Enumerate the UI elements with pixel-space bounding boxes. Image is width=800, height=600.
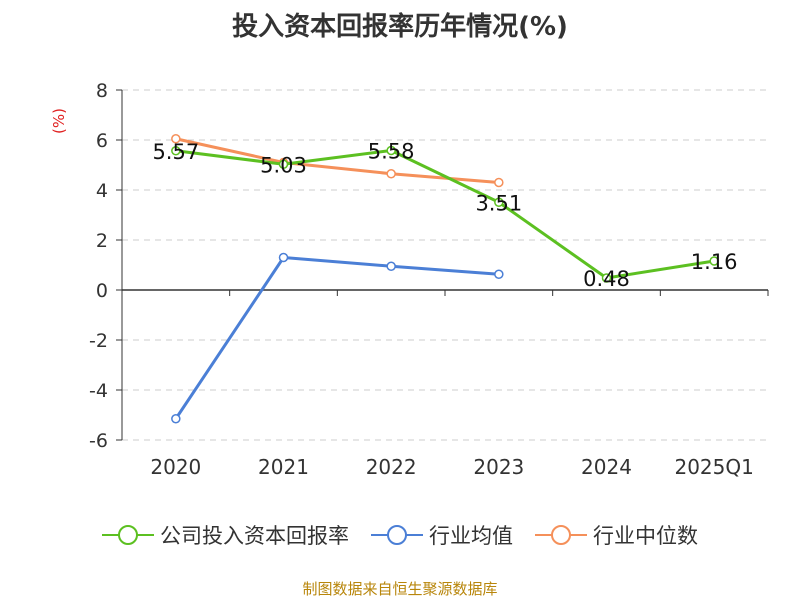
- data-point[interactable]: [601, 273, 612, 283]
- data-point[interactable]: [709, 256, 719, 266]
- line-chart: 8 6 4 2 0 -2 -4 -6 2020 2021 2022 2023 2024 2025Q1 5.…: [89, 80, 769, 479]
- legend-item-industry-median[interactable]: 行业中位数: [535, 520, 698, 550]
- data-point[interactable]: [171, 146, 181, 156]
- data-label: 5.58: [368, 140, 415, 164]
- y-tick-label: 6: [96, 130, 108, 152]
- y-tick-label: -6: [89, 430, 108, 452]
- data-label: 5.03: [260, 153, 307, 177]
- x-tick-label: 2024: [581, 455, 632, 479]
- x-tick-label: 2025Q1: [674, 455, 753, 479]
- chart-title: 投入资本回报率历年情况(%): [232, 12, 568, 42]
- data-label: 1.16: [691, 250, 738, 274]
- y-tick-label: 2: [96, 230, 108, 252]
- y-tick-label: -2: [89, 330, 108, 352]
- y-tick-label: 8: [96, 80, 108, 102]
- source-note: 制图数据来自恒生聚源数据库: [302, 580, 498, 598]
- data-point[interactable]: [278, 159, 289, 169]
- y-tick-label: 4: [96, 180, 108, 202]
- series-line-0: [175, 149, 715, 280]
- data-label: 0.48: [583, 267, 630, 291]
- data-point[interactable]: [386, 169, 396, 179]
- data-label: 3.51: [475, 191, 522, 215]
- legend: 公司投入资本回报率 行业均值 行业中位数: [0, 520, 800, 550]
- legend-orange-line-icon: [535, 525, 587, 545]
- series-line-1: [174, 256, 499, 420]
- data-point[interactable]: [494, 177, 504, 188]
- legend-label-industry-median: 行业中位数: [593, 524, 698, 548]
- data-point[interactable]: [171, 134, 181, 144]
- y-tick-label: 0: [96, 280, 108, 302]
- x-tick-label: 2022: [366, 455, 417, 479]
- legend-blue-line-icon: [371, 525, 423, 545]
- data-point[interactable]: [278, 252, 289, 263]
- series-lines: [171, 134, 719, 424]
- data-point[interactable]: [171, 414, 181, 424]
- data-labels: 5.57 5.03 5.58 3.51 0.48 1.16: [152, 140, 737, 292]
- x-tick-label: 2021: [258, 455, 309, 479]
- data-label: 5.57: [152, 140, 199, 164]
- legend-item-industry-mean[interactable]: 行业均值: [371, 520, 513, 550]
- x-tick-label: 2020: [150, 455, 201, 479]
- legend-green-line-icon: [102, 525, 154, 545]
- data-point[interactable]: [494, 197, 504, 207]
- legend-label-company: 公司投入资本回报率: [160, 524, 349, 548]
- grid-lines: [122, 89, 768, 441]
- data-point[interactable]: [386, 261, 396, 271]
- data-point[interactable]: [494, 269, 504, 279]
- series-line-2: [175, 137, 499, 184]
- legend-item-company[interactable]: 公司投入资本回报率: [102, 520, 349, 550]
- legend-label-industry-mean: 行业均值: [429, 524, 513, 548]
- y-tick-label: -4: [89, 380, 108, 402]
- axes: 8 6 4 2 0 -2 -4 -6 2020 2021 2022 2023 2024 2025Q1: [89, 80, 769, 479]
- data-point[interactable]: [386, 145, 396, 156]
- x-tick-label: 2023: [473, 455, 524, 479]
